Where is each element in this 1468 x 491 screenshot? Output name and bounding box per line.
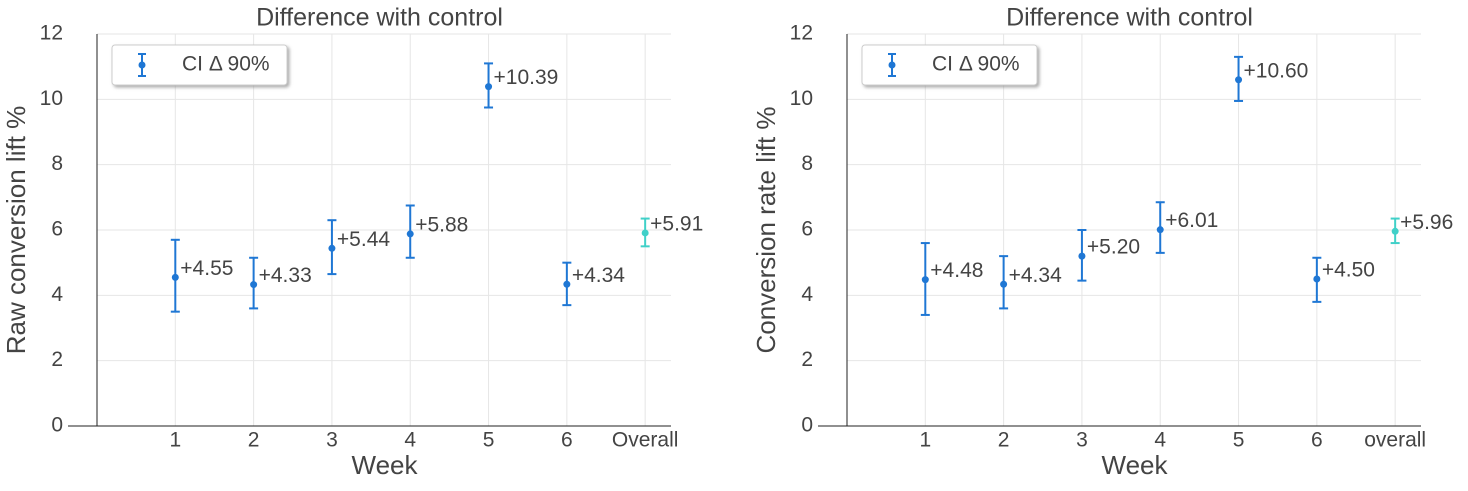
value-label: +4.34: [572, 264, 625, 287]
legend-box: [861, 44, 1038, 86]
legend-icon: [888, 61, 896, 69]
legend-box: [111, 44, 288, 86]
value-label: +4.34: [1009, 264, 1062, 287]
value-label: +4.48: [930, 259, 983, 282]
y-tick-label: 6: [51, 218, 63, 241]
value-label: +4.50: [1322, 259, 1375, 282]
y-tick-label: 8: [51, 152, 63, 175]
x-tick-label: 3: [1076, 429, 1088, 452]
y-tick-label: 10: [40, 87, 63, 110]
point: [1078, 252, 1086, 260]
y-tick-label: 6: [801, 218, 813, 241]
chart-title: Difference with control: [1006, 4, 1253, 32]
x-tick-label: 5: [483, 429, 495, 452]
x-tick-label: 1: [169, 429, 181, 452]
chart-title: Difference with control: [256, 4, 503, 32]
value-label: +5.44: [337, 228, 390, 251]
value-label: +5.96: [1400, 211, 1453, 234]
x-tick-label: 2: [248, 429, 260, 452]
legend-label: CI Δ 90%: [182, 53, 270, 76]
point: [406, 230, 414, 238]
y-tick-label: 2: [801, 348, 813, 371]
value-label: +5.20: [1087, 236, 1140, 259]
y-axis-label: Conversion rate lift %: [751, 106, 781, 353]
y-tick-label: 0: [801, 414, 813, 437]
x-tick-label: 2: [998, 429, 1010, 452]
y-tick-label: 10: [790, 87, 813, 110]
x-tick-label: 6: [561, 429, 573, 452]
point: [1391, 227, 1399, 235]
x-tick-label: 5: [1233, 429, 1245, 452]
point: [485, 83, 493, 91]
point: [641, 229, 649, 237]
point: [1156, 226, 1164, 234]
value-label: +5.91: [650, 212, 703, 235]
point: [1235, 76, 1243, 84]
y-tick-label: 2: [51, 348, 63, 371]
y-tick-label: 12: [790, 22, 813, 45]
legend-label: CI Δ 90%: [932, 53, 1020, 76]
point: [250, 281, 258, 289]
point: [1000, 280, 1008, 288]
y-tick-label: 8: [801, 152, 813, 175]
value-label: +4.55: [180, 257, 233, 280]
x-axis-label: Week: [1102, 450, 1169, 480]
x-tick-label: overall: [1364, 429, 1426, 452]
value-label: +4.33: [259, 264, 312, 287]
point: [921, 276, 929, 284]
x-tick-label: 6: [1311, 429, 1323, 452]
point: [563, 280, 571, 288]
legend-icon: [138, 61, 146, 69]
point: [328, 244, 336, 252]
y-tick-label: 4: [801, 283, 813, 306]
y-tick-label: 12: [40, 22, 63, 45]
x-axis-label: Week: [352, 450, 419, 480]
y-tick-label: 4: [51, 283, 63, 306]
x-tick-label: 4: [404, 429, 416, 452]
x-tick-label: Overall: [612, 429, 679, 452]
value-label: +10.39: [494, 66, 559, 89]
value-label: +10.60: [1244, 59, 1309, 82]
value-label: +5.88: [415, 213, 468, 236]
value-label: +6.01: [1165, 209, 1218, 232]
x-tick-label: 4: [1154, 429, 1166, 452]
y-tick-label: 0: [51, 414, 63, 437]
point: [1313, 275, 1321, 283]
point: [171, 273, 179, 281]
y-axis-label: Raw conversion lift %: [1, 106, 31, 355]
x-tick-label: 1: [919, 429, 931, 452]
x-tick-label: 3: [326, 429, 338, 452]
